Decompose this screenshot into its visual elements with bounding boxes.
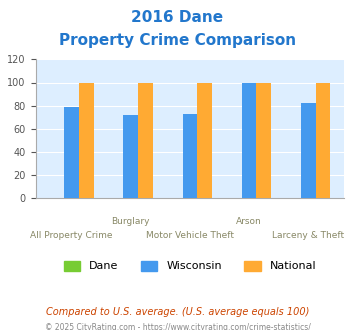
Text: Compared to U.S. average. (U.S. average equals 100): Compared to U.S. average. (U.S. average … xyxy=(46,307,309,317)
Bar xyxy=(64,107,79,198)
Text: Burglary: Burglary xyxy=(111,217,150,226)
Text: Arson: Arson xyxy=(236,217,262,226)
Text: Property Crime Comparison: Property Crime Comparison xyxy=(59,33,296,48)
Text: Larceny & Theft: Larceny & Theft xyxy=(272,231,344,240)
Bar xyxy=(79,82,94,198)
Bar xyxy=(124,115,138,198)
Text: All Property Crime: All Property Crime xyxy=(31,231,113,240)
Text: © 2025 CityRating.com - https://www.cityrating.com/crime-statistics/: © 2025 CityRating.com - https://www.city… xyxy=(45,323,310,330)
Legend: Dane, Wisconsin, National: Dane, Wisconsin, National xyxy=(59,256,321,276)
Bar xyxy=(182,114,197,198)
Text: 2016 Dane: 2016 Dane xyxy=(131,10,224,25)
Bar xyxy=(138,82,153,198)
Bar xyxy=(197,82,212,198)
Bar xyxy=(301,103,316,198)
Bar xyxy=(316,82,330,198)
Text: Motor Vehicle Theft: Motor Vehicle Theft xyxy=(146,231,234,240)
Bar xyxy=(256,82,271,198)
Bar xyxy=(242,82,256,198)
